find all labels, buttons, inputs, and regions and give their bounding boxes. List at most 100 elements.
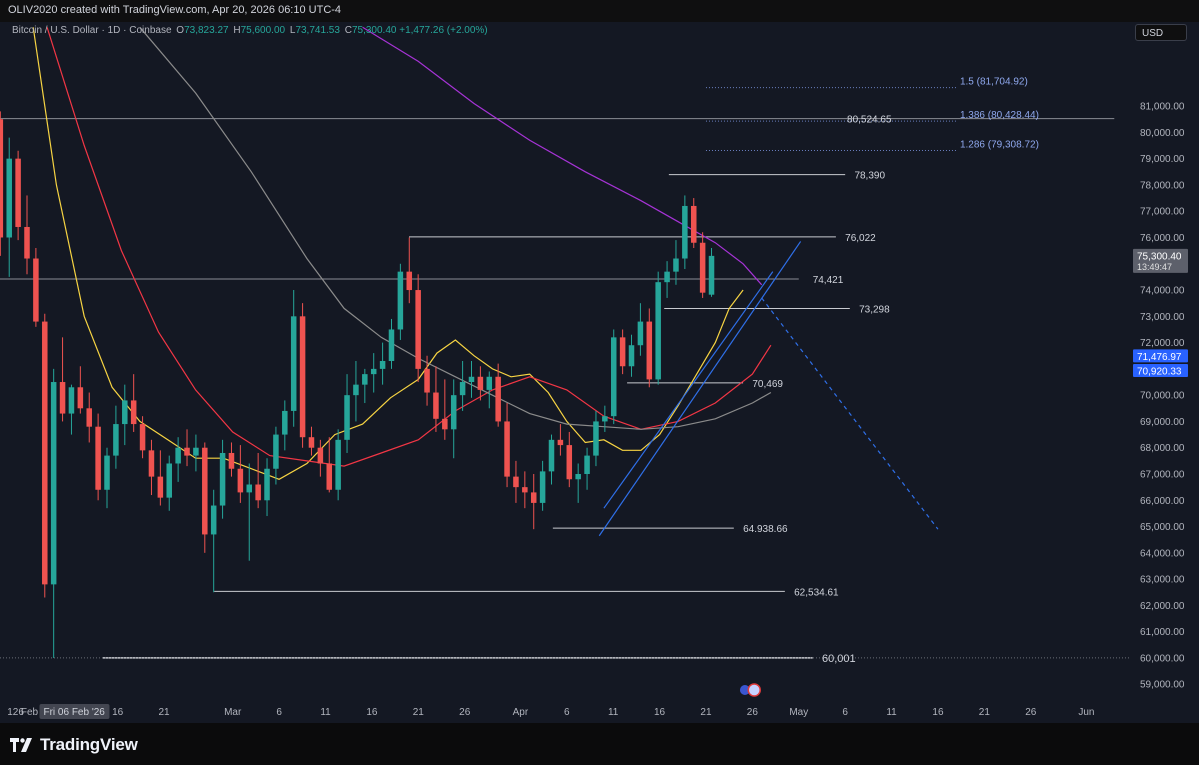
candle-body [24, 226, 30, 259]
candle-body [113, 424, 119, 456]
candle-body [619, 337, 626, 367]
candle [539, 460, 546, 511]
candle [210, 489, 217, 593]
time-axis: 126Feb111621Mar611162126Apr611162126May6… [0, 700, 1199, 723]
candle [655, 271, 661, 385]
candle [397, 263, 404, 340]
candle-body [139, 424, 146, 451]
candle-body [522, 487, 528, 493]
candle [619, 329, 626, 375]
candle-body [130, 400, 137, 425]
candle [664, 261, 670, 298]
price-tick-label: 64,000.00 [1140, 548, 1185, 559]
price-tag: 70,920.33 [1133, 363, 1188, 377]
candle-body [690, 205, 697, 243]
candle [628, 334, 635, 377]
candle [415, 274, 421, 383]
candle-body [628, 345, 635, 367]
candle [42, 313, 48, 598]
candle [584, 447, 590, 490]
candle-body [557, 439, 564, 446]
candle [442, 379, 448, 440]
price-tag: 71,476.97 [1133, 349, 1188, 363]
candle-body [530, 492, 537, 503]
price-tag-countdown: 13:49:47 [1137, 262, 1172, 272]
candle [104, 447, 110, 509]
time-tick-label: 1 [7, 707, 13, 718]
candle-body [468, 376, 475, 383]
candle-body [655, 282, 661, 380]
symbol-label[interactable]: Bitcoin / U.S. Dollar · 1D · Coinbase [12, 25, 172, 36]
candle [219, 439, 226, 519]
currency-selector[interactable]: USD [1135, 24, 1187, 41]
candle [353, 361, 359, 422]
ma-line-ma-long [362, 26, 763, 286]
time-tick-label: 16 [654, 707, 666, 718]
price-tick-label: 78,000.00 [1140, 180, 1185, 191]
fib-level-label: 1.5 (81,704.92) [960, 77, 1028, 88]
candle [362, 368, 368, 404]
candle-body [495, 376, 501, 422]
candle-body [86, 408, 92, 427]
candle [86, 392, 92, 443]
candle-body [317, 447, 324, 464]
level-label: 70,469 [752, 379, 783, 390]
candle-body [148, 450, 155, 477]
candle-body [166, 463, 172, 498]
candle [202, 442, 208, 553]
price-tick-label: 70,000.00 [1140, 391, 1185, 402]
date-tooltip: Fri 06 Feb '26 [39, 704, 110, 719]
candle-body [504, 421, 510, 477]
trendline-projection [761, 297, 939, 530]
candle-body [326, 463, 333, 490]
candle [708, 248, 715, 297]
candle-body [486, 376, 493, 390]
candle [513, 460, 519, 503]
candle [335, 429, 341, 501]
candle [646, 308, 653, 388]
candle-body [0, 119, 4, 238]
candle [424, 355, 430, 406]
candle-body [646, 321, 653, 380]
candle-body [708, 255, 715, 295]
time-axis-bg [0, 700, 1199, 723]
candle [228, 442, 235, 477]
price-tag-bg [1133, 363, 1188, 377]
time-tick-label: Apr [513, 707, 529, 718]
candle [557, 424, 564, 456]
candle [290, 290, 297, 427]
candle-body [95, 426, 101, 490]
candle [317, 439, 324, 477]
candle-body [415, 290, 421, 369]
level-label: 80,524.65 [847, 115, 892, 126]
candle [282, 400, 288, 451]
price-tick-label: 67,000.00 [1140, 470, 1185, 481]
level-label: 76,022 [845, 233, 876, 244]
price-tick-label: 62,000.00 [1140, 601, 1185, 612]
candle-body [175, 447, 181, 464]
candle [682, 195, 688, 270]
candle [246, 463, 253, 561]
tradingview-brand[interactable]: TradingView [10, 735, 138, 755]
candle-body [682, 205, 688, 259]
candle [175, 437, 181, 482]
ma-line-ema-mid [46, 27, 772, 467]
candle-body [202, 447, 208, 535]
candle [264, 458, 270, 517]
candle-body [264, 468, 270, 501]
fib-level-label: 1.286 (79,308.72) [960, 140, 1039, 151]
candle [130, 374, 137, 432]
trendline-support-2 [603, 271, 774, 509]
candle-body [566, 445, 573, 480]
time-tick-label: 11 [886, 707, 897, 718]
level-label: 60,001 [822, 653, 856, 665]
price-tag-bg [1133, 248, 1188, 273]
candle-body [344, 395, 350, 440]
high-value: 75,600.00 [240, 25, 286, 36]
candle [6, 137, 12, 277]
candle-body [273, 434, 279, 469]
candle [450, 379, 457, 459]
candle [406, 237, 413, 304]
candle [148, 439, 155, 496]
